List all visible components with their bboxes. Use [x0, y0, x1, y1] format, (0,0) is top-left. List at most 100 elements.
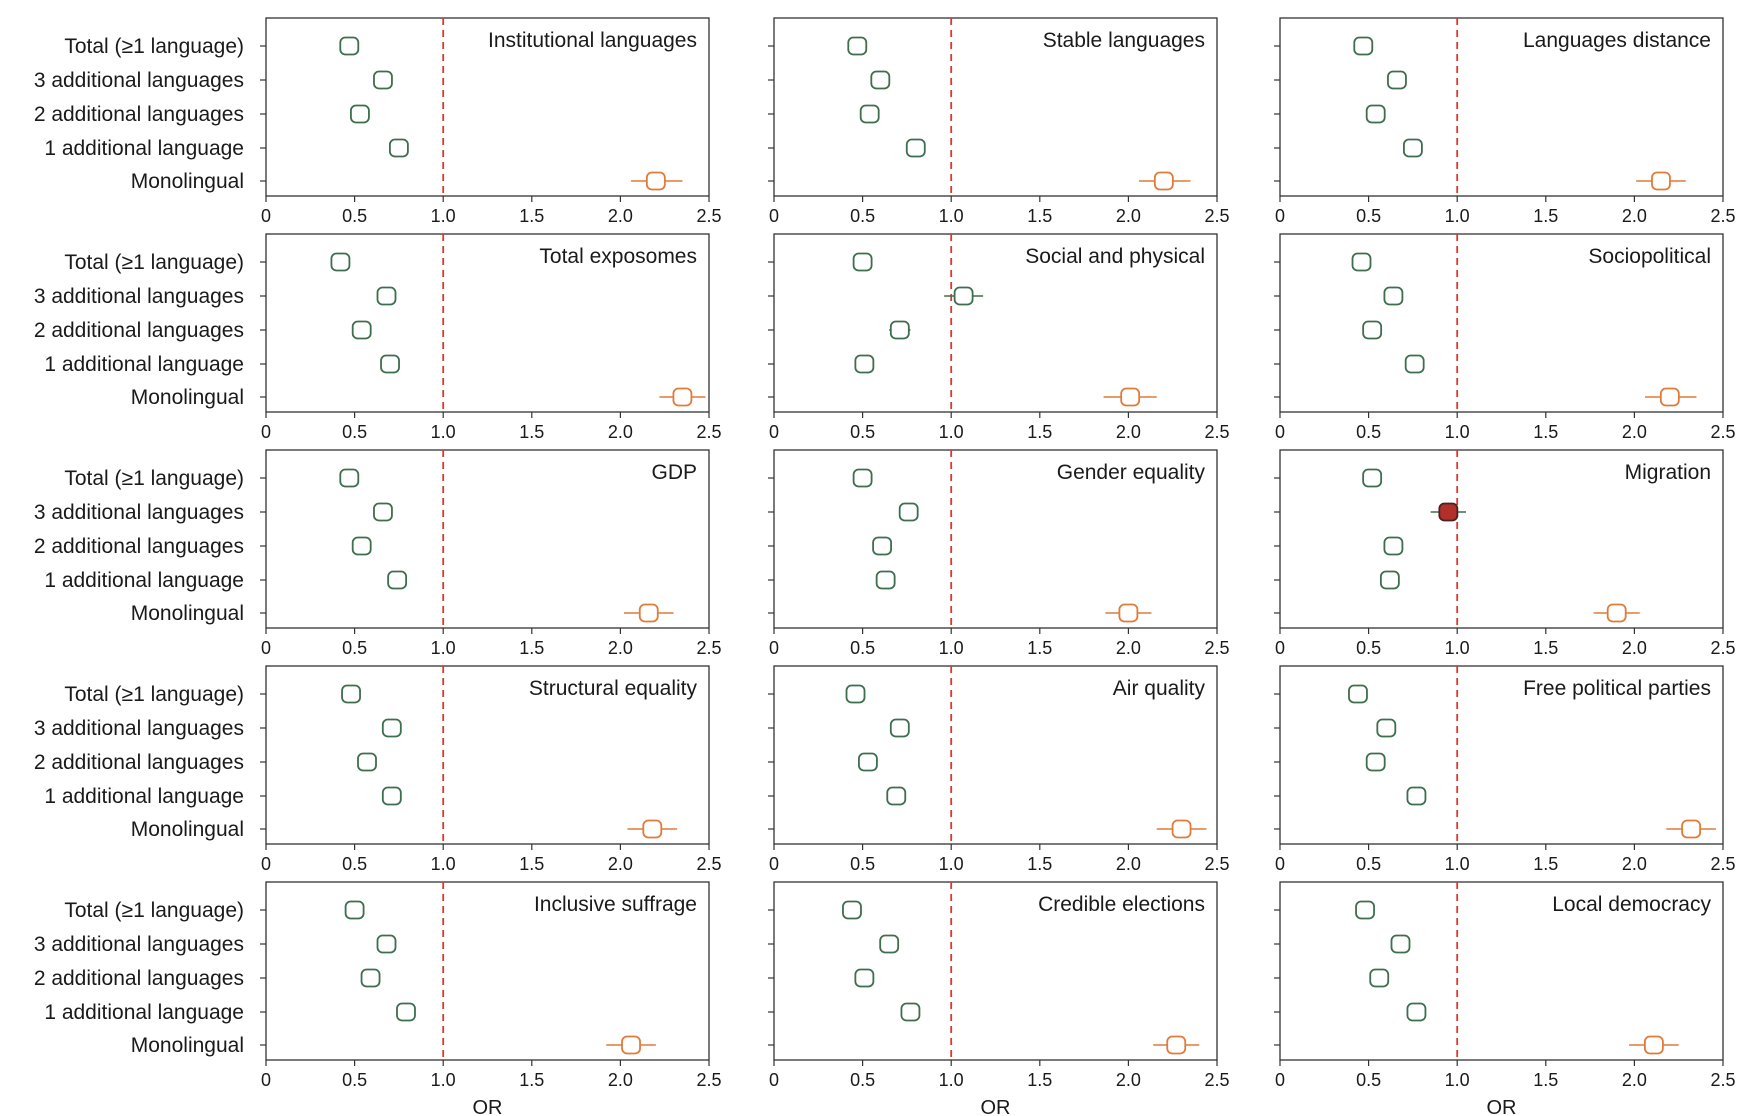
row-label: 2 additional languages — [34, 319, 244, 342]
or-point — [1120, 387, 1141, 407]
x-tick-label: 2.5 — [1710, 206, 1735, 226]
x-tick-label: 0 — [769, 638, 779, 658]
or-point — [376, 934, 397, 954]
or-point — [889, 718, 910, 738]
x-tick-label: 2.0 — [1116, 206, 1141, 226]
panel-title: GDP — [651, 461, 697, 484]
x-tick-label: 0.5 — [1356, 422, 1381, 442]
x-tick-label: 2.5 — [1204, 422, 1229, 442]
panel: Inclusive suffrage 0 0.5 1.0 1.5 2.0 2.5 Total … — [34, 881, 722, 1116]
or-point — [1643, 1035, 1664, 1055]
x-tick-label: 1.5 — [519, 1070, 544, 1090]
or-point — [859, 104, 880, 124]
x-tick-label: 1.5 — [519, 854, 544, 874]
x-tick-label: 1.0 — [431, 854, 456, 874]
panel-frame — [773, 233, 1218, 413]
or-point — [1681, 819, 1702, 839]
or-point — [351, 536, 372, 556]
row-label: Monolingual — [131, 602, 244, 625]
or-point — [376, 286, 397, 306]
or-point — [870, 70, 891, 90]
or-point — [847, 36, 868, 56]
or-point — [1118, 603, 1139, 623]
x-tick-label: 2.0 — [608, 638, 633, 658]
x-tick-label: 2.0 — [608, 206, 633, 226]
or-point — [339, 468, 360, 488]
x-tick-label: 0 — [261, 206, 271, 226]
row-label: Monolingual — [131, 818, 244, 841]
or-point — [344, 900, 365, 920]
or-point — [621, 1035, 641, 1055]
panel-frame — [773, 449, 1218, 629]
or-point — [1362, 320, 1383, 340]
or-point — [373, 502, 393, 522]
or-point — [886, 786, 907, 806]
x-tick-label: 1.5 — [519, 638, 544, 658]
or-point — [1166, 1035, 1187, 1055]
x-tick-label: 0 — [1275, 422, 1285, 442]
panel: Sociopolitical 0 0.5 1.0 1.5 2.0 2.5 — [1274, 233, 1736, 442]
x-tick-label: 1.0 — [939, 854, 964, 874]
x-tick-label: 0 — [769, 854, 779, 874]
x-tick-label: 0 — [261, 854, 271, 874]
x-tick-label: 1.0 — [939, 422, 964, 442]
or-point — [879, 934, 900, 954]
x-tick-label: 1.5 — [1027, 1070, 1052, 1090]
x-axis-title: OR — [981, 1097, 1011, 1116]
or-point — [1348, 684, 1368, 704]
or-point — [1404, 354, 1425, 374]
x-tick-label: 0.5 — [342, 422, 367, 442]
x-tick-label: 1.0 — [1445, 854, 1470, 874]
x-tick-label: 1.0 — [1445, 638, 1470, 658]
x-tick-label: 1.0 — [431, 1070, 456, 1090]
x-tick-label: 1.0 — [939, 206, 964, 226]
or-point — [842, 900, 862, 920]
panel: Credible elections 0 0.5 1.0 1.5 2.0 2.5 OR — [768, 881, 1230, 1116]
x-tick-label: 1.5 — [519, 422, 544, 442]
panel: Languages distance 0 0.5 1.0 1.5 2.0 2.5 — [1274, 17, 1736, 226]
x-tick-label: 2.0 — [1622, 1070, 1647, 1090]
panel: Total exposomes 0 0.5 1.0 1.5 2.0 2.5 Total (≥1… — [34, 233, 722, 442]
or-point — [351, 320, 372, 340]
or-point — [1406, 1002, 1427, 1022]
panel-frame — [265, 449, 710, 629]
panel-frame — [773, 665, 1218, 845]
x-tick-label: 1.0 — [1445, 422, 1470, 442]
or-point — [339, 36, 360, 56]
or-point — [672, 387, 693, 407]
x-tick-label: 0.5 — [342, 854, 367, 874]
or-point — [1369, 968, 1390, 988]
panel-frame — [1279, 17, 1724, 197]
or-point — [905, 138, 926, 158]
x-tick-label: 1.5 — [519, 206, 544, 226]
panel-title: Structural equality — [529, 677, 698, 700]
or-point — [1376, 718, 1397, 738]
panel: Gender equality 0 0.5 1.0 1.5 2.0 2.5 — [768, 449, 1230, 658]
x-tick-label: 0.5 — [850, 1070, 875, 1090]
or-point — [1403, 138, 1423, 158]
x-tick-label: 2.0 — [1622, 854, 1647, 874]
panel-title: Migration — [1625, 461, 1711, 484]
x-tick-label: 0 — [261, 422, 271, 442]
or-point — [387, 570, 408, 590]
or-point — [1387, 70, 1407, 90]
panel-frame — [773, 17, 1218, 197]
x-tick-label: 2.5 — [1204, 638, 1229, 658]
or-point — [1383, 286, 1404, 306]
panel-frame — [265, 233, 710, 413]
x-tick-label: 2.5 — [696, 206, 721, 226]
x-tick-label: 1.5 — [1027, 206, 1052, 226]
or-point — [360, 968, 381, 988]
panel-frame — [265, 665, 710, 845]
panel-frame — [773, 881, 1218, 1061]
x-tick-label: 2.0 — [1622, 638, 1647, 658]
panel-title: Inclusive suffrage — [534, 893, 697, 916]
x-axis-title: OR — [473, 1097, 503, 1116]
x-tick-label: 1.5 — [1533, 1070, 1558, 1090]
x-tick-label: 0 — [1275, 206, 1285, 226]
or-point — [388, 138, 409, 158]
or-point — [1383, 536, 1404, 556]
row-label: 3 additional languages — [34, 501, 244, 524]
x-tick-label: 0.5 — [342, 1070, 367, 1090]
